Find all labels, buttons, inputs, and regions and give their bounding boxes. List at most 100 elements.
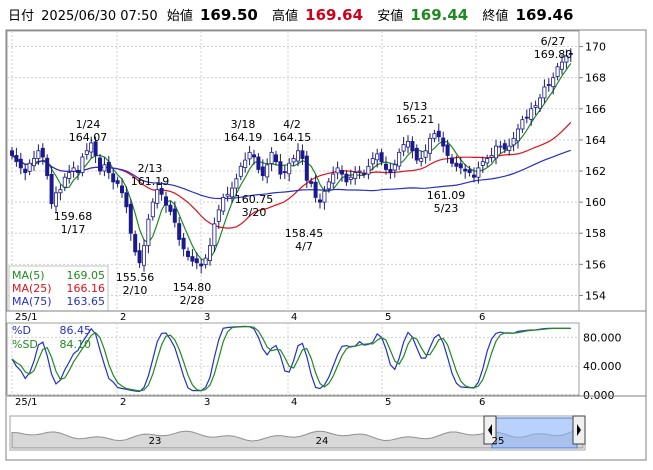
candle-body [507,145,512,151]
annotation-price: 160.75 [235,193,274,206]
candle-body [168,204,173,212]
candle-body [93,141,98,156]
candle-body [150,201,155,218]
candle-body [388,169,393,173]
candle-body [489,155,494,158]
annotation-date: 2/10 [123,284,148,297]
candle-body [155,189,160,204]
candle-body [124,192,129,208]
x-tick-label: 3 [204,397,210,408]
candle-body [190,256,195,262]
candle-body [449,157,454,164]
y-tick-label: 158 [585,227,606,240]
legend-value: 166.16 [67,282,106,295]
candle-body [410,141,415,152]
candle-body [181,237,186,250]
x-tick-label: 4 [291,312,297,323]
candle-body [546,84,551,86]
candle-body [278,161,283,175]
candle-body [27,162,32,172]
candle-body [159,188,164,195]
candle-body [326,181,331,190]
candle-body [243,159,248,168]
candle-body [471,174,476,178]
annotation-date: 6/27 [541,35,566,48]
annotation-price: 161.19 [131,175,170,188]
chevron-left-icon [488,424,492,436]
candle-body [414,147,419,161]
candle-body [62,176,67,188]
candle-body [36,150,41,159]
candle-body [207,245,212,262]
annotation-date: 5/13 [403,100,428,113]
candle-body [322,190,327,203]
x-tick-label: 5 [385,312,391,323]
oscillator-line [11,326,571,392]
low-label: 安値 [377,9,404,24]
candle-body [331,173,336,184]
candle-body [89,142,94,153]
annotation-price: 164.15 [273,131,312,144]
y-tick-label: 166 [585,103,606,116]
x-tick-label: 2 [120,312,126,323]
annotation-price: 158.45 [285,227,324,240]
y-tick-label: 160 [585,196,606,209]
candle-body [67,172,72,179]
candle-body [480,161,485,166]
osc-y-tick-label: 40.000 [583,360,622,373]
candle-body [14,155,19,163]
y-tick-label: 162 [585,165,606,178]
candle-body [84,150,89,155]
y-tick-label: 170 [585,41,606,54]
price-header: 日付 2025/06/30 07:50 始値 169.50 高値 169.64 … [8,4,648,26]
candle-body [370,158,375,165]
navigator-label: 25 [492,436,505,447]
candle-body [115,180,120,184]
candle-body [80,156,85,173]
candle-body [58,189,63,194]
candle-body [555,66,560,77]
annotation-date: 1/24 [76,118,101,131]
candle-body [432,133,437,139]
annotation-price: 164.19 [224,131,263,144]
candle-body [313,181,318,198]
annotation-price: 169.80 [534,48,573,61]
annotation-date: 4/7 [295,240,313,253]
high-label: 高値 [272,9,299,24]
candle-body [533,105,538,108]
x-tick-label: 6 [479,397,485,408]
candle-body [379,152,384,163]
candle-body [375,153,380,161]
navigator-selection[interactable] [491,417,578,449]
candle-body [423,150,428,158]
navigator-label: 24 [316,436,329,447]
candle-body [516,128,521,142]
x-tick-label: 25/1 [15,312,37,323]
candle-body [76,169,81,173]
candle-body [251,154,256,158]
candle-body [383,163,388,170]
osc-y-tick-label: 80.000 [583,331,622,344]
candle-body [256,156,261,170]
annotation-date: 3/20 [242,206,267,219]
high-value: 169.64 [305,6,364,24]
candle-body [366,165,371,175]
candle-body [419,158,424,162]
x-tick-label: 4 [291,397,297,408]
annotation-price: 165.21 [396,113,435,126]
candle-body [295,150,300,162]
y-tick-label: 168 [585,72,606,85]
candle-body [216,209,221,222]
candle-body [498,145,503,148]
candle-body [172,208,177,223]
x-tick-label: 6 [479,312,485,323]
candle-body [542,86,547,99]
candle-body [344,173,349,183]
y-tick-label: 156 [585,258,606,271]
candle-body [445,144,450,156]
candle-body [467,169,472,173]
low-value: 169.44 [410,6,469,24]
candle-body [120,185,125,194]
candle-body [339,169,344,175]
